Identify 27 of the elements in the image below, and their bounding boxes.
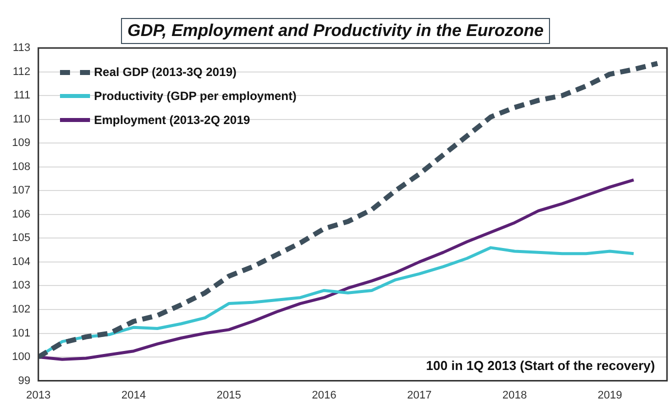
x-tick-label: 2015 xyxy=(216,389,242,402)
legend-label: Real GDP (2013-3Q 2019) xyxy=(94,65,237,79)
x-tick-label: 2014 xyxy=(121,389,146,402)
annotation: 100 in 1Q 2013 (Start of the recovery) xyxy=(426,358,655,373)
y-tick-label: 106 xyxy=(12,208,30,220)
y-tick-label: 105 xyxy=(12,232,30,244)
x-tick-label: 2018 xyxy=(502,389,527,402)
legend-label: Productivity (GDP per employment) xyxy=(94,89,296,103)
x-tick-label: 2017 xyxy=(407,389,432,402)
legend-label: Employment (2013-2Q 2019 xyxy=(94,113,250,127)
x-tick-label: 2019 xyxy=(598,389,622,402)
y-tick-label: 113 xyxy=(12,42,30,54)
y-tick-label: 99 xyxy=(18,374,30,387)
y-tick-label: 107 xyxy=(12,184,30,197)
y-tick-label: 104 xyxy=(12,256,30,268)
y-tick-label: 101 xyxy=(12,327,30,340)
y-tick-label: 108 xyxy=(12,160,30,173)
y-tick-label: 103 xyxy=(12,280,30,292)
y-tick-label: 110 xyxy=(12,113,30,126)
x-tick-label: 2013 xyxy=(26,389,51,402)
y-tick-label: 111 xyxy=(14,90,30,102)
y-tick-label: 109 xyxy=(12,137,30,150)
chart-title: GDP, Employment and Productivity in the Eurozone xyxy=(121,18,550,44)
y-tick-label: 102 xyxy=(12,304,30,316)
x-tick-label: 2016 xyxy=(312,389,336,402)
y-tick-label: 100 xyxy=(12,351,30,364)
y-tick-label: 112 xyxy=(12,66,30,78)
